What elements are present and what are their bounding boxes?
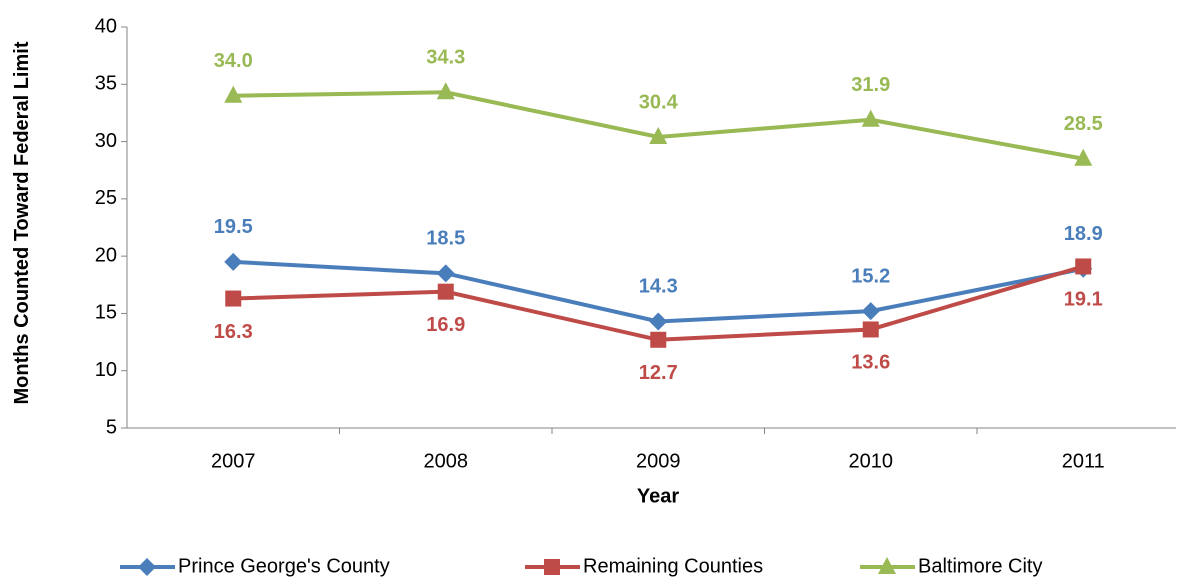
data-label: 31.9 (851, 74, 890, 96)
y-tick-label: 35 (95, 73, 117, 95)
marker (436, 264, 455, 283)
x-tick-label: 2011 (1062, 450, 1105, 472)
marker (225, 290, 242, 307)
marker (544, 559, 560, 575)
x-tick-label: 2009 (636, 450, 681, 472)
data-label: 28.5 (1064, 113, 1103, 135)
data-label: 16.3 (214, 321, 253, 343)
marker (138, 558, 156, 576)
marker (224, 85, 243, 103)
marker (861, 302, 880, 321)
y-tick-label: 30 (95, 130, 117, 152)
x-tick-label: 2007 (211, 450, 256, 472)
marker (1075, 258, 1092, 275)
marker (224, 252, 243, 271)
y-tick-label: 10 (95, 359, 117, 381)
x-tick-label: 2010 (849, 450, 894, 472)
marker (862, 321, 879, 338)
y-tick-label: 40 (95, 15, 117, 37)
y-tick-label: 15 (95, 302, 117, 324)
marker (437, 283, 454, 300)
data-label: 14.3 (639, 276, 678, 298)
x-axis-title: Year (637, 485, 679, 507)
data-label: 19.5 (214, 216, 253, 238)
marker (436, 82, 455, 100)
data-label: 16.9 (426, 314, 465, 336)
legend-label: Remaining Counties (583, 555, 763, 577)
marker (1074, 148, 1093, 166)
data-label: 30.4 (639, 91, 679, 113)
x-tick-label: 2008 (424, 450, 469, 472)
data-label: 18.9 (1064, 223, 1103, 245)
data-label: 18.5 (426, 228, 465, 250)
data-label: 34.0 (214, 50, 253, 72)
y-tick-label: 20 (95, 244, 117, 266)
data-label: 34.3 (426, 47, 465, 69)
marker (861, 109, 880, 127)
marker (878, 557, 896, 574)
y-tick-label: 5 (106, 416, 117, 438)
y-axis-title: Months Counted Toward Federal Limit (11, 41, 33, 405)
marker (649, 126, 668, 144)
legend-label: Prince George's County (178, 555, 390, 577)
data-label: 15.2 (851, 265, 890, 287)
data-label: 12.7 (639, 362, 678, 384)
legend-label: Baltimore City (918, 555, 1042, 577)
y-tick-label: 25 (95, 187, 117, 209)
marker (650, 331, 667, 348)
marker (649, 312, 668, 331)
data-label: 19.1 (1064, 289, 1103, 311)
data-label: 13.6 (851, 352, 890, 374)
